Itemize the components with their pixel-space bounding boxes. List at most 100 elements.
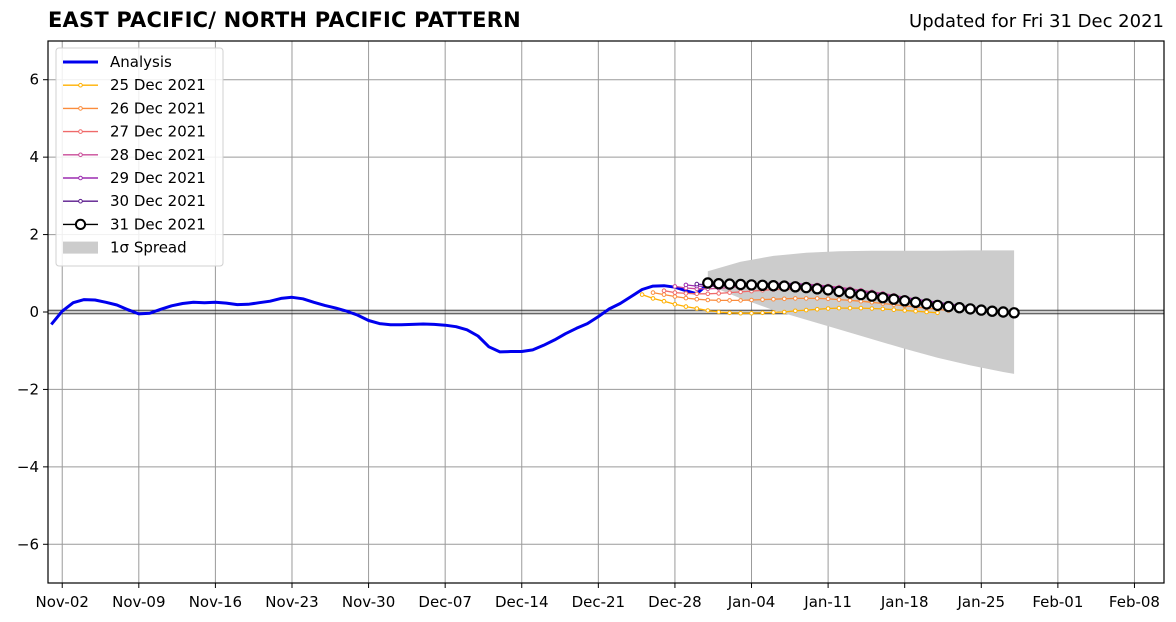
forecast-point (858, 305, 864, 311)
x-tick-label: Dec-28 (648, 593, 702, 611)
forecast-point (694, 291, 700, 297)
forecast-point (705, 297, 711, 303)
forecast-point (760, 310, 765, 316)
forecast-point (727, 298, 732, 303)
legend: Analysis 25 Dec 2021 26 Dec 2021 27 Dec 202… (55, 47, 224, 267)
legend-label: 25 Dec 2021 (110, 76, 206, 94)
legend-label: 27 Dec 2021 (110, 123, 206, 141)
legend-item: Analysis (63, 53, 172, 71)
legend-label: 28 Dec 2021 (110, 146, 206, 164)
forecast-point (745, 279, 758, 291)
y-tick-label: 2 (29, 226, 39, 244)
forecast-point (836, 305, 842, 311)
forecast-point (639, 292, 645, 297)
forecast-point (672, 290, 678, 295)
forecast-point (825, 306, 831, 311)
forecast-line (641, 293, 938, 314)
legend-marker (78, 152, 83, 158)
forecast-point (694, 306, 700, 311)
forecast-point (891, 307, 897, 313)
forecast-point (825, 296, 831, 302)
forecast-point (953, 302, 966, 314)
x-tick-label: Jan-18 (880, 593, 929, 611)
x-tick-label: Feb-08 (1109, 593, 1160, 611)
forecast-point (924, 309, 929, 315)
forecast-point (683, 295, 689, 301)
forecast-point (749, 297, 754, 303)
x-tick-label: Jan-11 (803, 593, 852, 611)
x-tick-label: Jan-04 (727, 593, 776, 611)
y-tick-label: −4 (17, 458, 39, 476)
forecast-point (880, 306, 886, 312)
forecast-point (650, 296, 656, 301)
forecast-point (844, 287, 856, 299)
forecast-point (1008, 307, 1020, 319)
legend-swatch (63, 241, 98, 254)
legend-label: 1σ Spread (110, 239, 187, 257)
forecast-point (694, 296, 700, 302)
x-tick-label: Nov-16 (189, 593, 242, 611)
forecast-point (672, 294, 678, 299)
legend-label: 30 Dec 2021 (110, 192, 206, 210)
forecast-point (855, 288, 867, 301)
forecast-point (811, 283, 823, 295)
legend-item: 25 Dec 2021 (63, 76, 206, 94)
legend-box (55, 47, 224, 267)
x-tick-label: Dec-07 (418, 593, 472, 611)
forecast-point (749, 310, 754, 316)
forecast-point (694, 281, 700, 287)
forecast-point (847, 305, 853, 311)
forecast-point (716, 309, 722, 315)
forecast-point (814, 296, 820, 301)
forecast-point (833, 285, 845, 298)
forecast-point (997, 306, 1009, 318)
forecast-point (716, 298, 722, 303)
y-tick-label: 4 (29, 148, 39, 166)
forecast-point (800, 281, 812, 294)
legend-item: 28 Dec 2021 (63, 146, 206, 164)
forecast-point (942, 300, 955, 313)
legend-marker (78, 129, 83, 134)
forecast-series (702, 277, 1020, 319)
x-tick-label: Jan-25 (956, 593, 1005, 611)
forecast-point (793, 308, 798, 314)
forecast-point (836, 297, 842, 302)
forecast-point (734, 278, 747, 291)
forecast-point (847, 298, 853, 303)
forecast-point (964, 303, 977, 315)
forecast-point (803, 296, 809, 301)
y-tick-label: 0 (29, 303, 39, 321)
forecast-point (727, 310, 732, 316)
forecast-point (782, 309, 787, 315)
legend-item: 27 Dec 2021 (63, 123, 206, 141)
forecast-line (652, 291, 949, 312)
forecast-point (888, 293, 900, 305)
forecast-point (866, 290, 878, 302)
forecast-point (986, 305, 998, 317)
axes: Nov-02 Nov-09 Nov-16 Nov-23 Nov-30 Dec-07 Dec-… (17, 71, 1160, 611)
forecast-point (899, 295, 911, 307)
legend-label: 31 Dec 2021 (110, 215, 206, 233)
forecast-point (738, 289, 743, 295)
forecast-point (683, 282, 689, 288)
legend-item: 1σ Spread (63, 239, 187, 257)
x-tick-label: Dec-14 (495, 593, 549, 611)
legend-item: 26 Dec 2021 (63, 99, 206, 117)
forecast-point (672, 302, 678, 307)
forecast-point (661, 298, 667, 304)
forecast-point (705, 291, 711, 297)
forecast-point (869, 306, 875, 311)
forecast-point (756, 279, 769, 291)
forecast-point (782, 296, 787, 302)
y-tick-label: −2 (17, 380, 39, 398)
forecast-point (702, 277, 714, 289)
legend-marker (78, 198, 83, 204)
forecast-point (771, 296, 776, 302)
forecast-point (727, 290, 732, 295)
forecast-point (902, 308, 908, 313)
forecast-point (661, 292, 667, 297)
forecast-point (778, 280, 791, 292)
x-tick-label: Nov-09 (112, 593, 165, 611)
analysis-line (50, 282, 709, 354)
